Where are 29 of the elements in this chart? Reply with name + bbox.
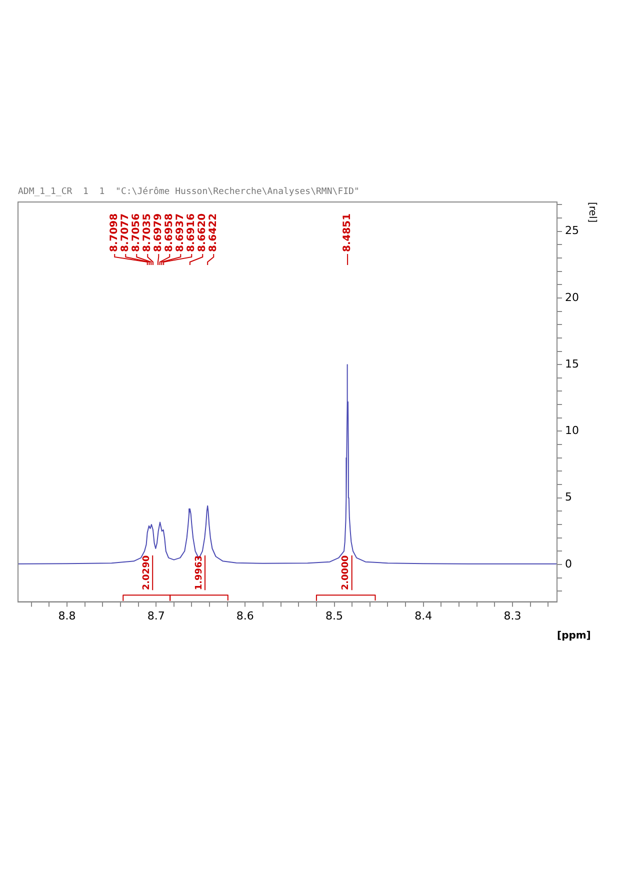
x-tick-label: 8.4 [414,609,432,622]
annotation: 8.6916 [186,213,198,252]
x-tick-label: 8.5 [326,609,344,622]
text: 1.9963 [194,555,204,590]
annotation: 8.4851 [342,213,354,252]
x-axis-title: [ppm] [557,630,591,642]
x-tick-label: 8.3 [504,609,522,622]
annotation: 8.7098 [109,213,120,252]
annotation: 8.7056 [131,213,142,252]
text: 2.0290 [142,555,152,590]
text: 2.0000 [341,555,352,590]
annotation: 8.7035 [142,213,154,252]
y-tick-label: 0 [565,557,572,570]
annotation: 8.6937 [175,213,186,252]
text: ADM_1_1_CR 1 1 "C:\Jérôme Husson\Recherche\Analyses\RMN\FID" [18,186,360,197]
x-tick-label: 8.8 [58,609,76,622]
y-tick-label: 15 [565,357,580,370]
annotation: 8.6979 [153,213,164,252]
y-axis-title: [rel] [586,202,598,223]
annotation: 8.6422 [208,213,220,252]
annotation: 8.6620 [197,213,208,252]
y-tick-label: 20 [565,290,580,304]
y-tick-label: 25 [565,224,580,238]
annotation: 8.7077 [120,213,132,252]
y-tick-label: 5 [565,490,572,504]
annotation: 8.6958 [164,213,176,252]
x-tick-label: 8.6 [236,609,254,622]
x-tick-label: 8.7 [147,609,165,622]
y-tick-label: 10 [565,424,580,438]
